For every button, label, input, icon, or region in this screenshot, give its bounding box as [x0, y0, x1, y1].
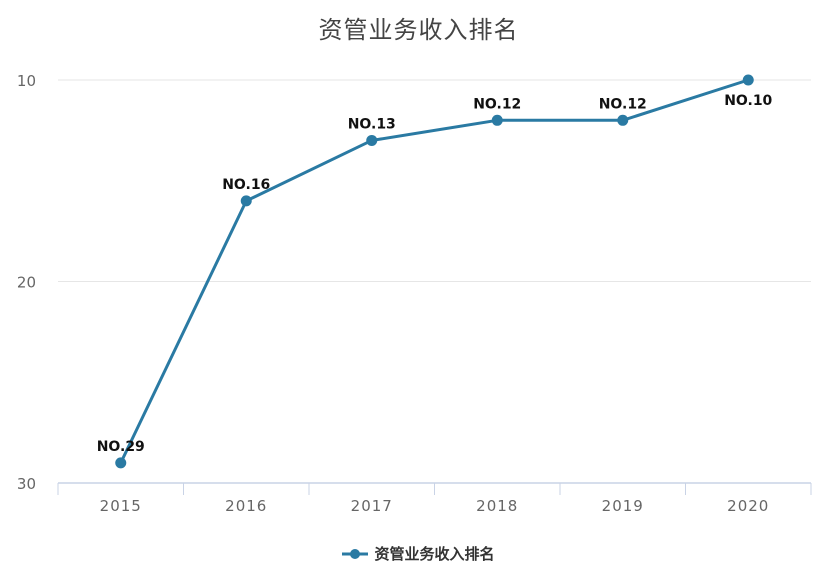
data-labels: NO.29 NO.16 NO.13 NO.12 NO.12 NO.10: [97, 93, 773, 455]
data-label: NO.16: [222, 177, 270, 193]
y-tick-label: 10: [17, 72, 36, 90]
series-line: [115, 74, 754, 469]
gridlines: [58, 79, 811, 282]
x-tick-label: 2019: [602, 497, 644, 515]
data-label: NO.13: [348, 116, 396, 132]
x-tick-label: 2015: [100, 497, 142, 515]
x-tick-label: 2016: [225, 497, 267, 515]
data-label: NO.10: [724, 93, 772, 109]
data-label: NO.12: [473, 96, 521, 112]
legend: 资管业务收入排名: [0, 543, 837, 564]
line-marker-icon: [342, 548, 369, 559]
x-tick-label: 2017: [351, 497, 393, 515]
legend-item-series[interactable]: 资管业务收入排名: [342, 543, 495, 564]
y-tick-label: 20: [17, 274, 36, 292]
y-axis: 10 20 30: [17, 72, 36, 493]
data-point[interactable]: [366, 134, 378, 146]
data-point[interactable]: [240, 195, 252, 207]
y-tick-label: 30: [17, 475, 36, 493]
series-polyline: [119, 78, 749, 464]
x-tick-label: 2018: [476, 497, 518, 515]
data-label: NO.12: [599, 96, 647, 112]
x-axis: 2015 2016 2017 2018 2019 2020: [57, 482, 812, 515]
data-label: NO.29: [97, 439, 145, 455]
x-tick-label: 2020: [727, 497, 769, 515]
data-point[interactable]: [617, 114, 629, 126]
data-point[interactable]: [115, 457, 127, 469]
chart-title: 资管业务收入排名: [318, 16, 519, 44]
data-point[interactable]: [491, 114, 503, 126]
data-point[interactable]: [742, 74, 754, 86]
legend-label: 资管业务收入排名: [374, 545, 495, 563]
